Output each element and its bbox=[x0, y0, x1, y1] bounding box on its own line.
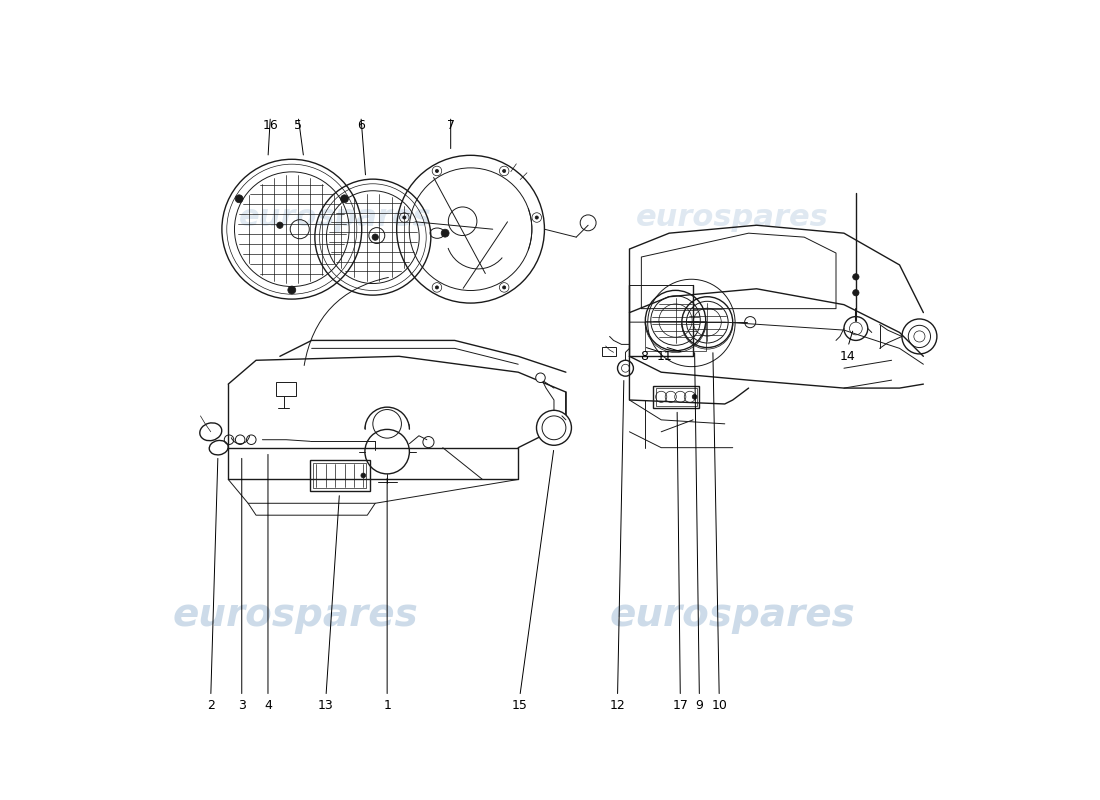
Circle shape bbox=[341, 195, 349, 202]
Text: eurospares: eurospares bbox=[173, 595, 419, 634]
Circle shape bbox=[436, 170, 439, 173]
Circle shape bbox=[361, 473, 365, 478]
Circle shape bbox=[372, 234, 378, 240]
Circle shape bbox=[235, 195, 243, 202]
Text: 14: 14 bbox=[840, 350, 856, 363]
Bar bbox=[653, 386, 700, 408]
Text: 11: 11 bbox=[657, 350, 672, 363]
Text: 16: 16 bbox=[263, 119, 278, 133]
Bar bbox=[602, 346, 616, 356]
Text: 2: 2 bbox=[207, 699, 215, 712]
Text: 6: 6 bbox=[358, 119, 365, 133]
Bar bbox=[310, 459, 370, 491]
Text: eurospares: eurospares bbox=[636, 202, 829, 232]
Circle shape bbox=[852, 290, 859, 296]
Circle shape bbox=[536, 216, 538, 219]
Text: 13: 13 bbox=[318, 699, 333, 712]
Bar bbox=[276, 382, 296, 396]
Circle shape bbox=[536, 373, 546, 382]
Text: eurospares: eurospares bbox=[239, 202, 432, 232]
Circle shape bbox=[503, 286, 506, 289]
Circle shape bbox=[537, 410, 572, 446]
Circle shape bbox=[503, 170, 506, 173]
Bar bbox=[646, 321, 706, 350]
Text: 8: 8 bbox=[640, 350, 648, 363]
Text: 3: 3 bbox=[238, 699, 245, 712]
Text: 1: 1 bbox=[383, 699, 392, 712]
Text: 7: 7 bbox=[447, 119, 454, 133]
Circle shape bbox=[403, 216, 406, 219]
FancyArrowPatch shape bbox=[305, 278, 388, 366]
Text: eurospares: eurospares bbox=[609, 595, 856, 634]
Text: 15: 15 bbox=[512, 699, 528, 712]
Text: 10: 10 bbox=[712, 699, 727, 712]
Circle shape bbox=[441, 229, 449, 237]
Circle shape bbox=[436, 286, 439, 289]
Bar bbox=[656, 388, 697, 406]
Text: 5: 5 bbox=[294, 119, 302, 133]
Circle shape bbox=[852, 274, 859, 280]
Text: 17: 17 bbox=[672, 699, 689, 712]
Bar bbox=[314, 462, 366, 488]
Circle shape bbox=[692, 394, 697, 399]
Text: 4: 4 bbox=[264, 699, 272, 712]
Text: 12: 12 bbox=[609, 699, 626, 712]
Circle shape bbox=[288, 286, 296, 294]
Circle shape bbox=[277, 222, 283, 229]
Text: 9: 9 bbox=[695, 699, 703, 712]
